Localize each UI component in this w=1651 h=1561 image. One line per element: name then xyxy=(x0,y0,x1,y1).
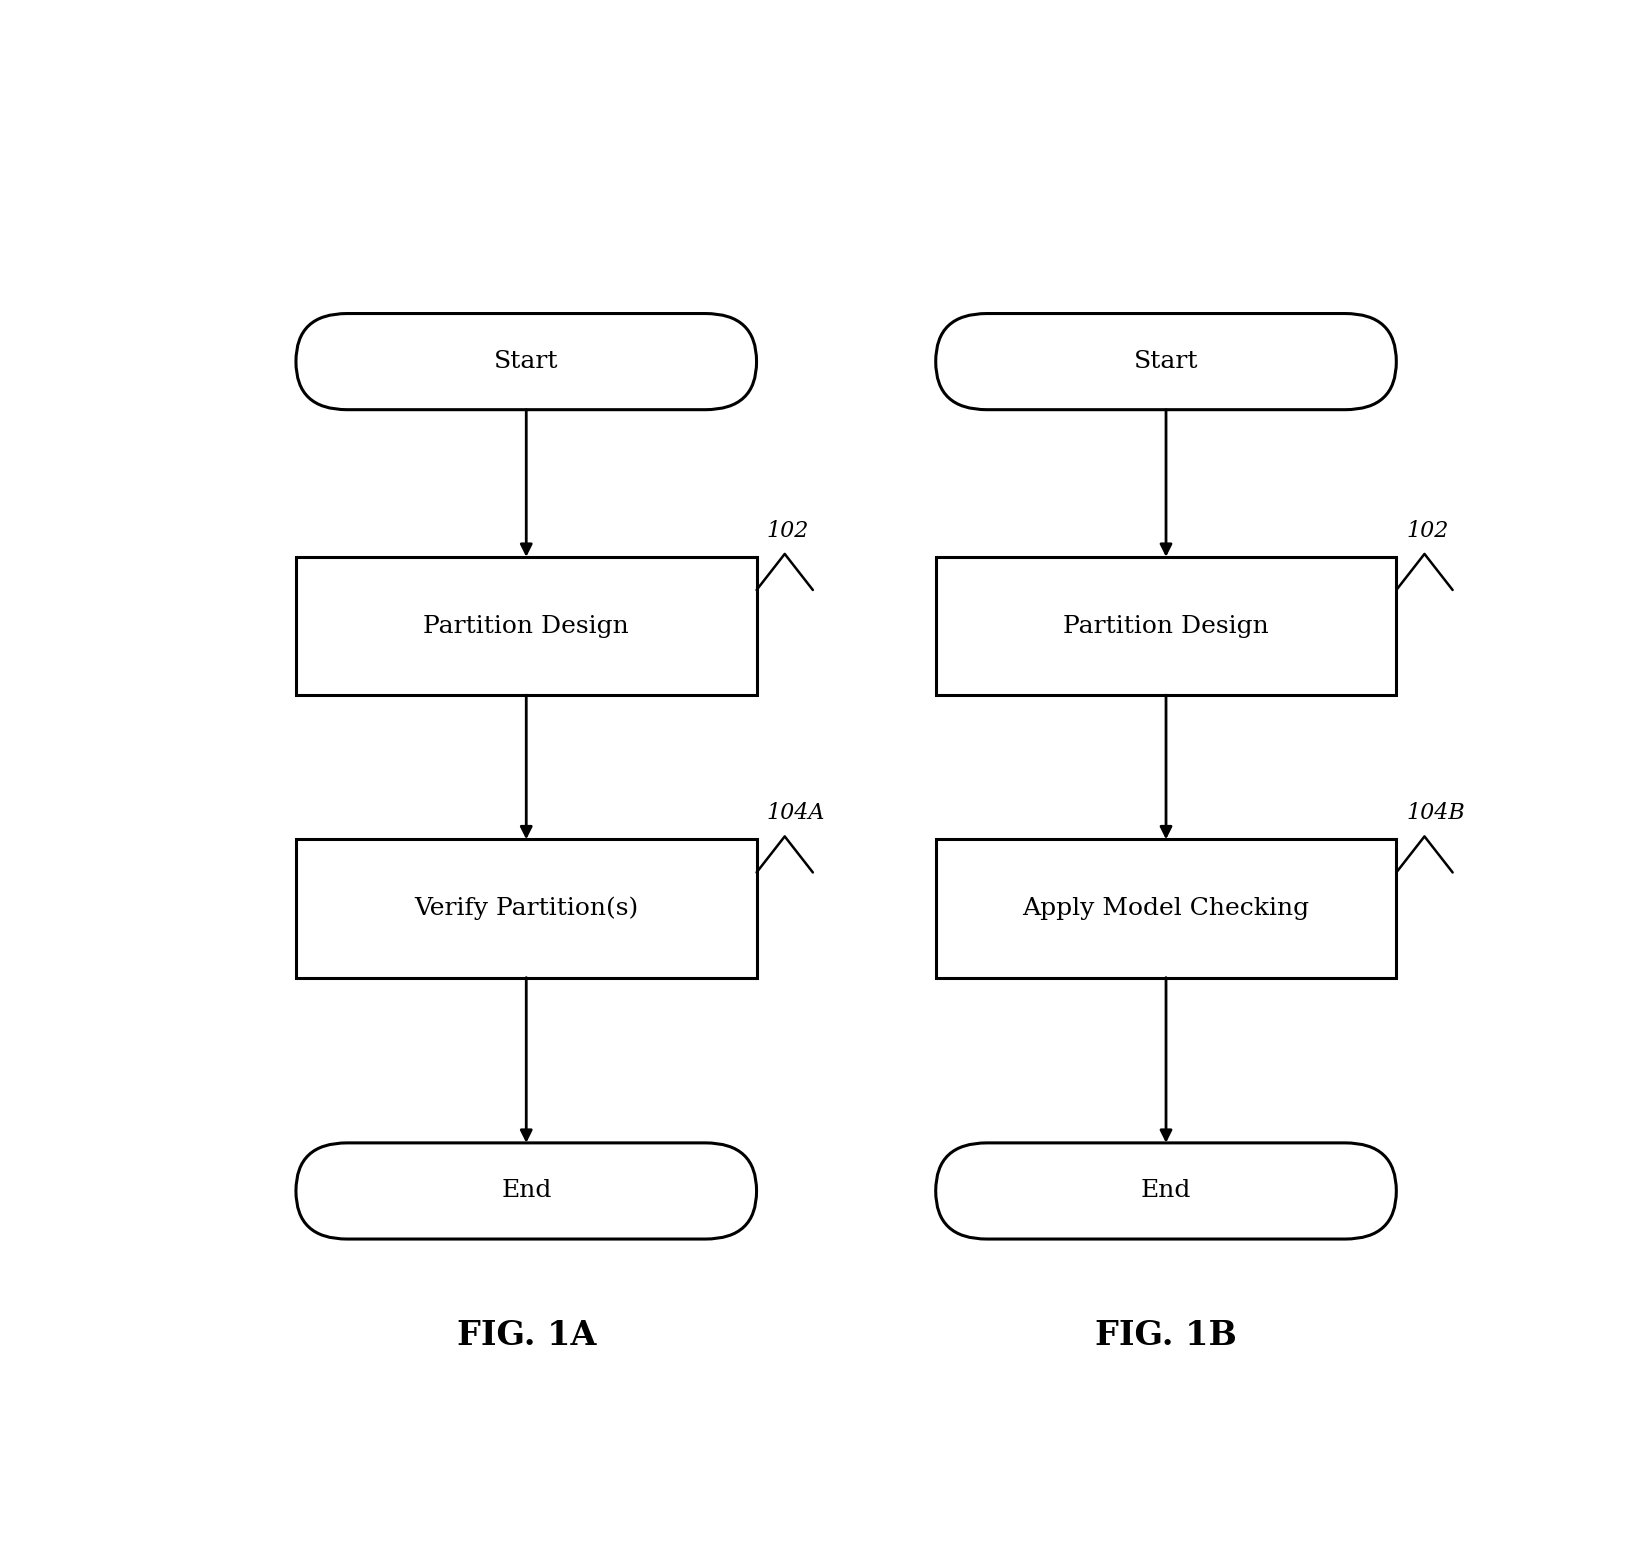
Text: FIG. 1A: FIG. 1A xyxy=(457,1319,596,1352)
Text: 104A: 104A xyxy=(766,802,826,824)
Text: Start: Start xyxy=(1134,350,1199,373)
FancyBboxPatch shape xyxy=(936,314,1397,409)
Text: Verify Partition(s): Verify Partition(s) xyxy=(414,896,639,921)
Text: Apply Model Checking: Apply Model Checking xyxy=(1022,898,1309,919)
Text: End: End xyxy=(1141,1180,1192,1202)
Bar xyxy=(296,840,756,977)
Text: 102: 102 xyxy=(766,520,809,542)
Text: FIG. 1B: FIG. 1B xyxy=(1095,1319,1237,1352)
FancyBboxPatch shape xyxy=(296,314,756,409)
FancyBboxPatch shape xyxy=(296,1143,756,1239)
Text: Start: Start xyxy=(494,350,558,373)
Bar xyxy=(936,840,1397,977)
Text: Partition Design: Partition Design xyxy=(1063,615,1270,637)
Bar xyxy=(936,557,1397,695)
Text: End: End xyxy=(500,1180,551,1202)
Bar xyxy=(296,557,756,695)
FancyBboxPatch shape xyxy=(936,1143,1397,1239)
Text: Partition Design: Partition Design xyxy=(423,615,629,637)
Text: 104B: 104B xyxy=(1407,802,1466,824)
Text: 102: 102 xyxy=(1407,520,1450,542)
